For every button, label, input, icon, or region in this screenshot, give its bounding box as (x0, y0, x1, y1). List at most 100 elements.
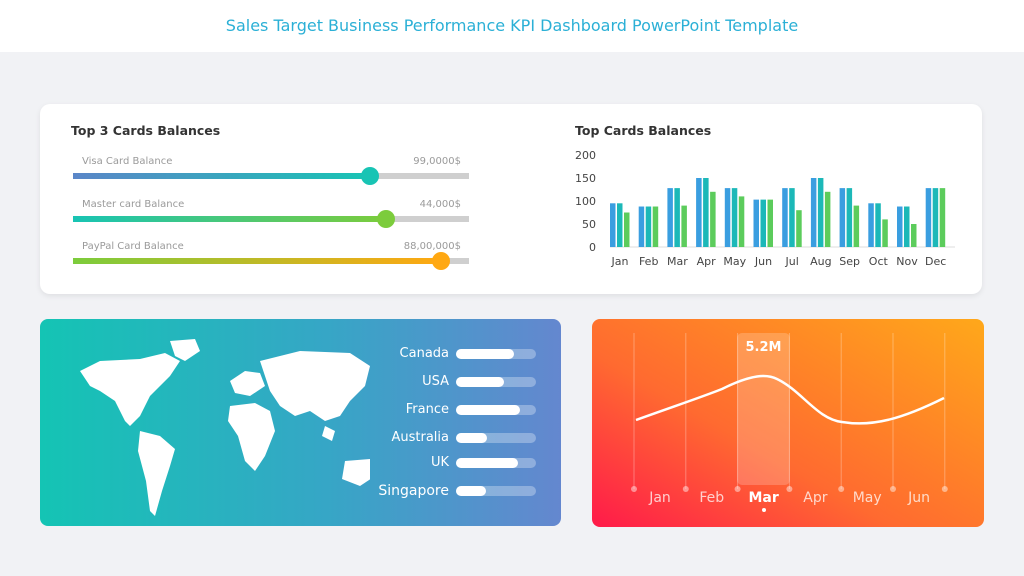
country-bar (456, 377, 536, 387)
balance-value: 88,00,000$ (403, 241, 461, 252)
bar-jan-s1 (610, 203, 616, 247)
active-indicator (761, 508, 766, 512)
bar-jan-s2 (617, 203, 623, 247)
country-bar-fill (456, 486, 487, 496)
month-tab-apr[interactable]: Apr (803, 490, 828, 506)
balance-label: Visa Card Balance (82, 156, 173, 167)
bar-jul-s2 (789, 188, 795, 247)
bar-jan-s3 (624, 212, 630, 247)
country-bar-fill (456, 405, 520, 415)
y-tick-label: 200 (575, 149, 596, 162)
x-tick-label: May (723, 255, 746, 268)
country-label: Australia (391, 430, 449, 445)
bar-oct-s3 (882, 219, 888, 247)
country-label: UK (430, 455, 449, 470)
grid-dot (890, 486, 896, 492)
slider-handle[interactable] (432, 252, 451, 270)
country-bar (456, 458, 536, 468)
bar-oct-s1 (868, 203, 874, 247)
x-tick-label: Oct (869, 255, 889, 268)
bar-apr-s3 (710, 191, 716, 247)
bar-apr-s1 (696, 178, 702, 247)
highlight-value: 5.2M (745, 340, 782, 355)
bar-may-s2 (731, 188, 738, 247)
x-tick-label: Mar (667, 255, 688, 268)
grid-dot (631, 486, 637, 492)
bar-chart-title: Top Cards Balances (575, 123, 712, 138)
balance-slider[interactable] (73, 252, 469, 270)
bar-dec-s3 (939, 188, 946, 247)
bar-chart: 0 50 100 150 200 Jan Feb Mar Apr May Jun Jul Aug Sep O… (575, 149, 955, 268)
world-map-icon (80, 339, 370, 516)
y-tick-label: 50 (582, 218, 596, 231)
month-tab-jan[interactable]: Jan (649, 490, 671, 506)
y-tick-label: 100 (575, 195, 596, 208)
country-label: USA (422, 374, 449, 389)
country-bar-fill (456, 349, 514, 359)
x-tick-label: Nov (896, 255, 918, 268)
bar-jul-s3 (796, 210, 802, 247)
slider-handle[interactable] (361, 167, 379, 185)
month-tab-jun[interactable]: Jun (908, 490, 930, 506)
bar-oct-s2 (875, 203, 881, 247)
monthly-trend-panel: 5.2M Jan Feb Mar Apr May Jun (592, 319, 984, 527)
trend-line-chart (631, 333, 948, 492)
country-bar (456, 349, 536, 359)
bar-nov-s3 (911, 224, 917, 247)
month-tab-feb[interactable]: Feb (699, 490, 725, 506)
bar-may-s1 (724, 188, 731, 247)
bar-apr-s2 (703, 178, 709, 247)
country-label: Canada (399, 346, 449, 361)
grid-dot (941, 486, 948, 492)
bar-feb-s1 (638, 206, 645, 247)
balance-slider[interactable] (73, 210, 469, 228)
balance-slider[interactable] (73, 167, 469, 185)
country-panel: Canada USA France Australia UK Singapore (40, 319, 561, 526)
bar-feb-s3 (652, 206, 659, 247)
balance-label: Master card Balance (82, 199, 185, 210)
bar-sep-s1 (839, 188, 846, 247)
trend-line (635, 374, 945, 425)
country-label: Singapore (378, 483, 449, 499)
header: Sales Target Business Performance KPI Da… (0, 0, 1024, 52)
balance-value: 99,0000$ (413, 156, 461, 167)
country-bar (456, 486, 536, 496)
x-tick-label: Sep (839, 255, 860, 268)
month-tab-mar[interactable]: Mar (748, 490, 779, 506)
x-tick-label: Dec (925, 255, 946, 268)
x-tick-label: Jul (785, 255, 799, 268)
country-label: France (405, 402, 449, 417)
x-tick-label: Apr (697, 255, 717, 268)
country-bar (456, 405, 536, 415)
bar-jun-s1 (753, 199, 759, 247)
country-bar-fill (456, 433, 488, 443)
bar-aug-s3 (824, 191, 831, 247)
country-bar-fill (456, 458, 519, 468)
balance-fill (73, 173, 370, 179)
y-tick-label: 150 (575, 172, 596, 185)
bar-nov-s1 (897, 206, 903, 247)
bar-dec-s1 (925, 188, 932, 247)
month-tab-may[interactable]: May (852, 490, 882, 506)
bar-jun-s2 (760, 199, 766, 247)
grid-dot (682, 486, 689, 492)
bar-feb-s2 (645, 206, 652, 247)
grid-dot (786, 486, 793, 492)
bar-mar-s1 (667, 188, 673, 247)
bar-sep-s3 (853, 205, 860, 247)
bar-nov-s2 (904, 206, 910, 247)
grid-dot (734, 486, 741, 492)
bar-jun-s3 (767, 199, 773, 247)
x-tick-label: Feb (639, 255, 658, 268)
grid-dot (838, 486, 845, 492)
country-bar (456, 433, 536, 443)
x-tick-label: Aug (810, 255, 831, 268)
balance-fill (73, 258, 442, 264)
slider-handle[interactable] (376, 210, 395, 228)
country-bar-fill (456, 377, 504, 387)
bar-sep-s2 (846, 188, 853, 247)
highlight-column (737, 333, 790, 485)
bar-mar-s3 (681, 205, 687, 247)
y-tick-label: 0 (589, 241, 596, 254)
bar-aug-s2 (817, 178, 824, 247)
